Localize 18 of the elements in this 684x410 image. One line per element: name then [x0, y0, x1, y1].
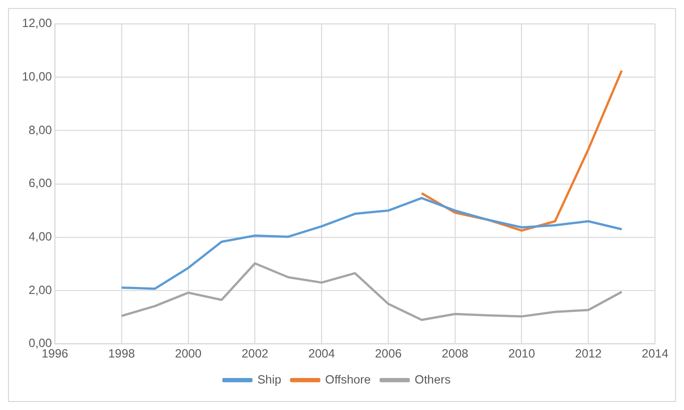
- x-tick-label: 2006: [375, 346, 402, 360]
- x-tick-label: 2010: [508, 346, 536, 360]
- y-tick-label: 6,00: [28, 176, 52, 190]
- x-tick-label: 2008: [442, 346, 469, 360]
- x-tick-label: 2014: [642, 346, 669, 360]
- y-tick-label: 10,00: [22, 70, 52, 84]
- legend-label: Offshore: [325, 372, 372, 386]
- y-tick-label: 4,00: [28, 230, 52, 244]
- x-tick-label: 1998: [108, 346, 136, 360]
- y-tick-label: 2,00: [28, 282, 52, 297]
- y-tick-label: 8,00: [28, 122, 52, 137]
- x-tick-label: 2002: [242, 346, 269, 360]
- legend-label: Ship: [257, 372, 282, 386]
- x-tick-label: 2012: [575, 346, 602, 360]
- y-tick-label: 12,00: [22, 16, 52, 30]
- x-tick-label: 2004: [308, 346, 336, 360]
- legend-label: Others: [414, 372, 451, 386]
- x-tick-label: 2000: [174, 346, 202, 360]
